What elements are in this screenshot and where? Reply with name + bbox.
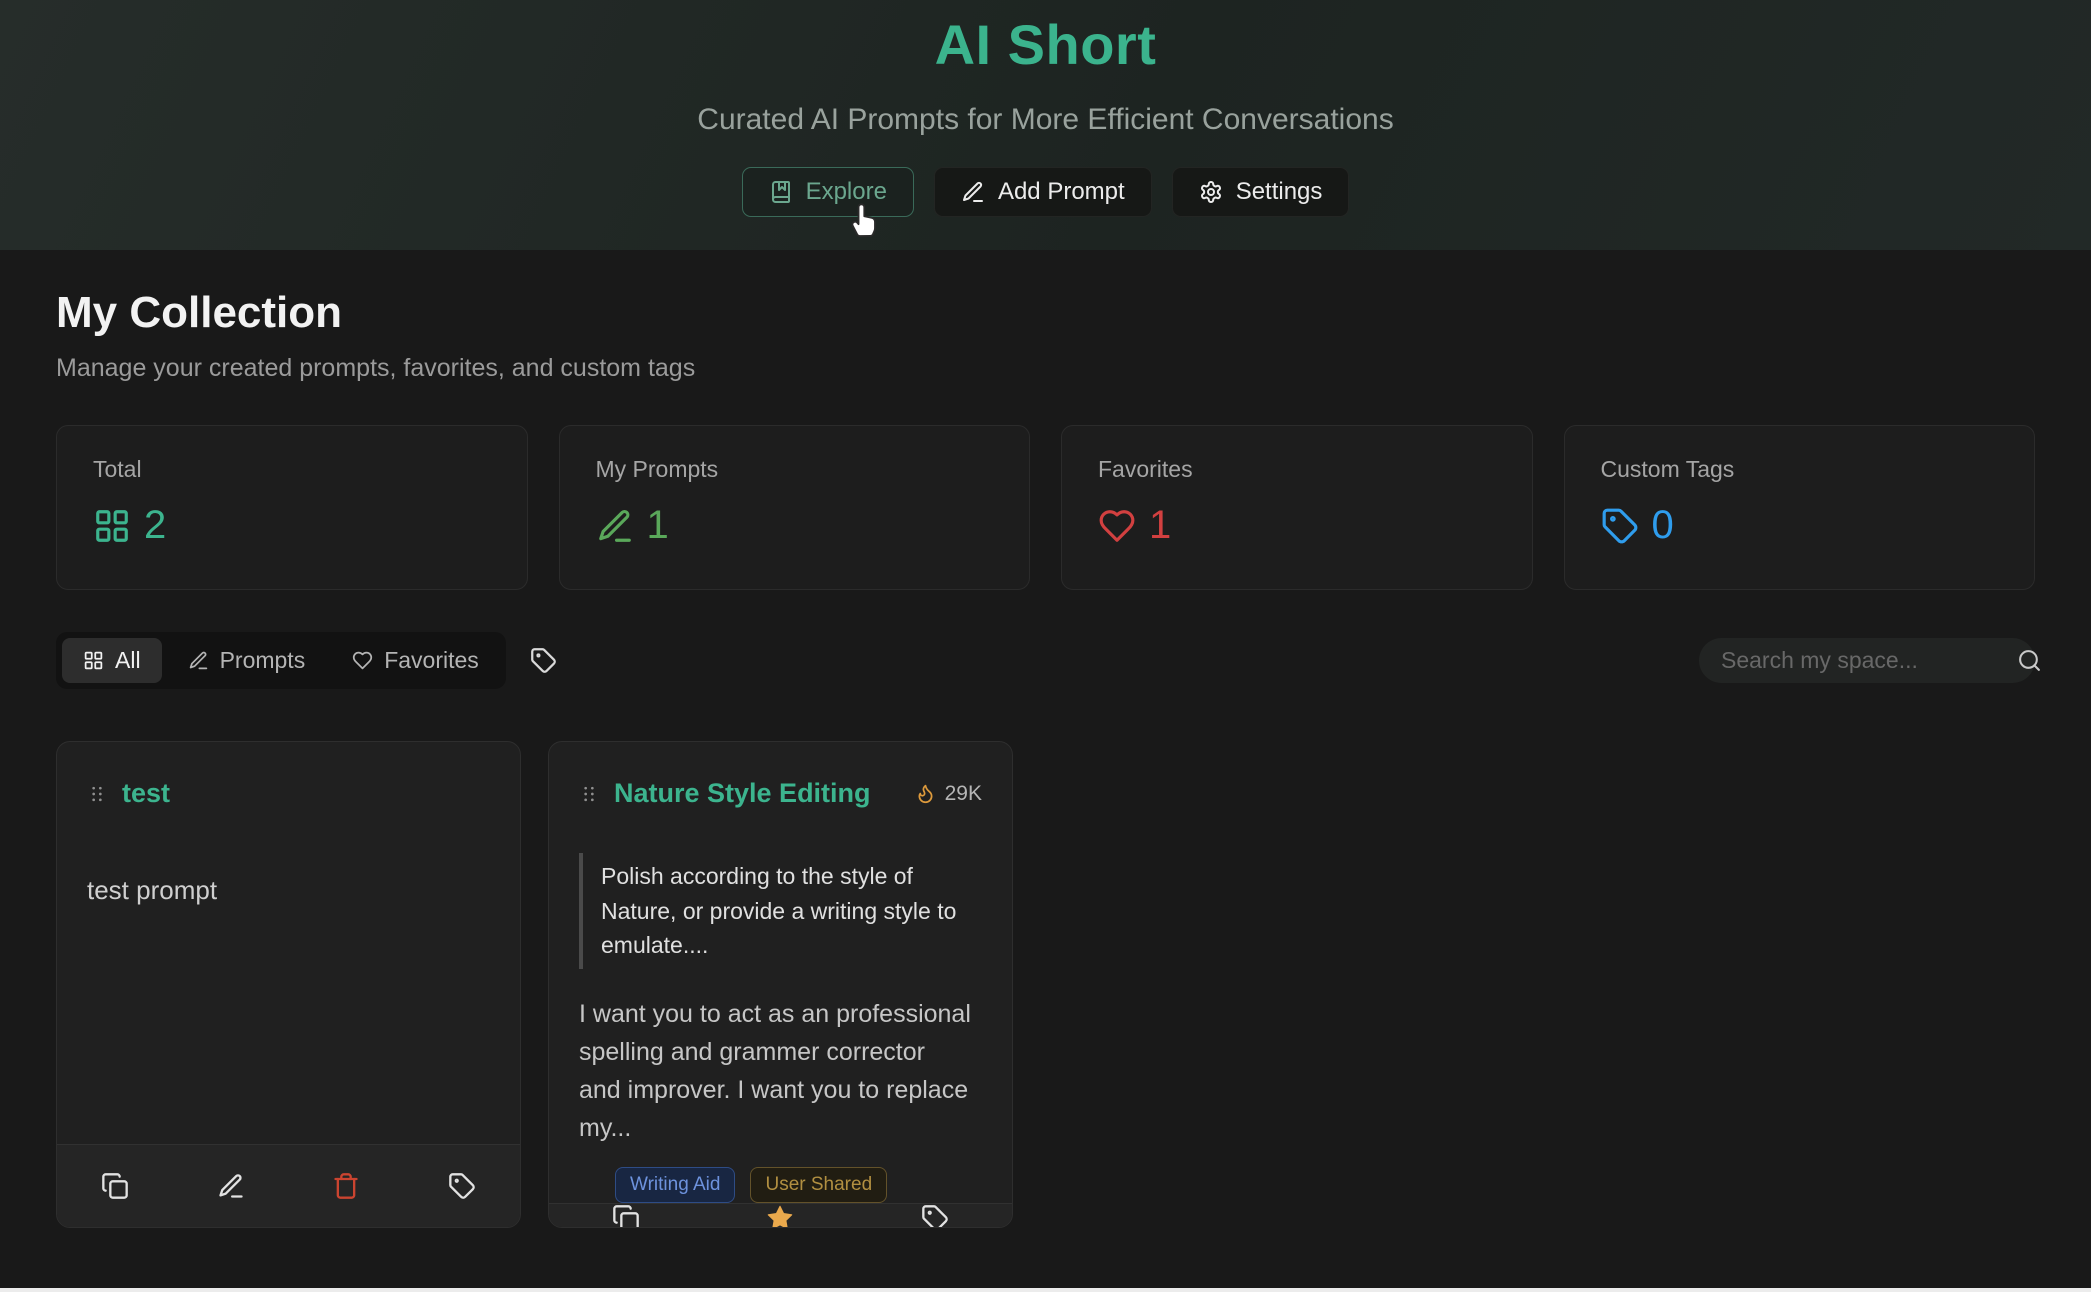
prompt-card-test: test test prompt bbox=[56, 741, 521, 1228]
card-footer bbox=[549, 1203, 1012, 1228]
stat-value: 1 bbox=[596, 503, 994, 548]
tag-filter-button[interactable] bbox=[530, 647, 557, 674]
add-prompt-button[interactable]: Add Prompt bbox=[933, 167, 1152, 217]
copy-button[interactable] bbox=[612, 1204, 640, 1228]
edit-button[interactable] bbox=[217, 1172, 245, 1200]
tab-all[interactable]: All bbox=[62, 638, 162, 683]
stat-number: 0 bbox=[1651, 503, 1674, 547]
hero-header: AI Short Curated AI Prompts for More Eff… bbox=[0, 0, 2091, 250]
stat-value: 1 bbox=[1098, 503, 1496, 548]
page-subtitle: Manage your created prompts, favorites, … bbox=[56, 354, 696, 382]
card-title[interactable]: test bbox=[122, 778, 171, 808]
search-input[interactable] bbox=[1721, 647, 2017, 674]
prompt-card-nature-style-editing: Nature Style Editing 29K Polish accordin… bbox=[548, 741, 1013, 1228]
copy-icon bbox=[612, 1204, 640, 1228]
grid-icon bbox=[93, 507, 131, 545]
card-title[interactable]: Nature Style Editing bbox=[614, 778, 871, 808]
tab-favorites[interactable]: Favorites bbox=[331, 638, 500, 683]
stat-value: 0 bbox=[1601, 503, 1999, 548]
stat-card-total: Total 2 bbox=[56, 425, 528, 590]
pen-icon bbox=[217, 1172, 245, 1200]
explore-button-label: Explore bbox=[805, 178, 887, 205]
grip-handle-icon[interactable] bbox=[579, 782, 599, 806]
pen-icon bbox=[961, 180, 985, 204]
trash-icon bbox=[332, 1172, 360, 1200]
tag-icon bbox=[530, 647, 557, 674]
prompt-grid: test test prompt bbox=[56, 741, 2035, 1228]
copy-icon bbox=[101, 1172, 129, 1200]
tag-icon bbox=[448, 1172, 476, 1200]
tag-chips: Writing Aid User Shared bbox=[615, 1166, 982, 1204]
card-text: test prompt bbox=[87, 875, 218, 905]
stat-card-my-prompts: My Prompts 1 bbox=[558, 425, 1030, 590]
copy-button[interactable] bbox=[101, 1172, 129, 1200]
header-actions: Explore Add Prompt Settings bbox=[741, 167, 1350, 217]
popularity-badge: 29K bbox=[915, 782, 982, 806]
star-icon bbox=[766, 1204, 794, 1228]
stat-card-favorites: Favorites 1 bbox=[1061, 425, 1533, 590]
flame-icon bbox=[915, 783, 936, 804]
add-prompt-button-label: Add Prompt bbox=[997, 178, 1125, 205]
explore-button[interactable]: Explore bbox=[741, 167, 914, 217]
delete-button[interactable] bbox=[332, 1172, 360, 1200]
pen-icon bbox=[596, 507, 634, 545]
card-quote: Polish according to the style of Nature,… bbox=[579, 853, 979, 969]
pen-icon bbox=[188, 650, 209, 671]
tag-chip-user-shared[interactable]: User Shared bbox=[750, 1166, 888, 1204]
page-title: My Collection bbox=[56, 288, 343, 337]
app-title: AI Short bbox=[934, 13, 1157, 76]
heart-icon bbox=[352, 650, 373, 671]
tag-icon bbox=[921, 1204, 949, 1228]
card-header: Nature Style Editing 29K bbox=[579, 778, 982, 809]
card-header: test bbox=[87, 778, 490, 809]
filter-tabs: All Prompts Favorites bbox=[56, 632, 506, 689]
stat-label: Total bbox=[93, 456, 142, 482]
tab-label: Favorites bbox=[384, 647, 479, 673]
card-body: Nature Style Editing 29K Polish accordin… bbox=[549, 742, 1012, 1204]
tab-label: All bbox=[115, 647, 141, 673]
settings-button-label: Settings bbox=[1235, 178, 1323, 205]
search-box bbox=[1699, 638, 2035, 683]
tag-button[interactable] bbox=[448, 1172, 476, 1200]
tab-label: Prompts bbox=[219, 647, 306, 673]
stats-row: Total 2 My Prompts 1 Favorites 1 bbox=[56, 425, 2035, 590]
stat-label: My Prompts bbox=[595, 456, 719, 482]
tag-icon bbox=[1601, 507, 1639, 545]
gear-icon bbox=[1199, 180, 1223, 204]
settings-button[interactable]: Settings bbox=[1171, 167, 1350, 217]
view-count: 29K bbox=[944, 781, 982, 805]
tag-button[interactable] bbox=[921, 1204, 949, 1228]
main-content: My Collection Manage your created prompt… bbox=[0, 288, 2091, 1228]
grid-icon bbox=[83, 650, 104, 671]
card-text: I want you to act as an professional spe… bbox=[579, 999, 971, 1142]
stat-card-custom-tags: Custom Tags 0 bbox=[1563, 425, 2035, 590]
app-subtitle: Curated AI Prompts for More Efficient Co… bbox=[697, 103, 1394, 136]
stat-number: 1 bbox=[1149, 503, 1172, 547]
tab-prompts[interactable]: Prompts bbox=[167, 638, 327, 683]
search-icon[interactable] bbox=[2017, 648, 2042, 673]
grip-handle-icon[interactable] bbox=[87, 782, 107, 806]
stat-label: Favorites bbox=[1098, 456, 1193, 482]
heart-icon bbox=[1098, 507, 1136, 545]
favorite-button[interactable] bbox=[766, 1204, 794, 1228]
filter-left: All Prompts Favorites bbox=[56, 632, 557, 689]
stat-number: 2 bbox=[144, 503, 167, 547]
card-footer bbox=[57, 1144, 520, 1227]
stat-number: 1 bbox=[646, 503, 669, 547]
book-marked-icon bbox=[769, 180, 793, 204]
tag-chip-writing-aid[interactable]: Writing Aid bbox=[615, 1166, 736, 1204]
filter-toolbar: All Prompts Favorites bbox=[56, 632, 2035, 689]
stat-value: 2 bbox=[93, 503, 491, 548]
card-body: test test prompt bbox=[57, 742, 520, 1144]
window-edge bbox=[0, 1288, 2091, 1292]
stat-label: Custom Tags bbox=[1600, 456, 1735, 482]
